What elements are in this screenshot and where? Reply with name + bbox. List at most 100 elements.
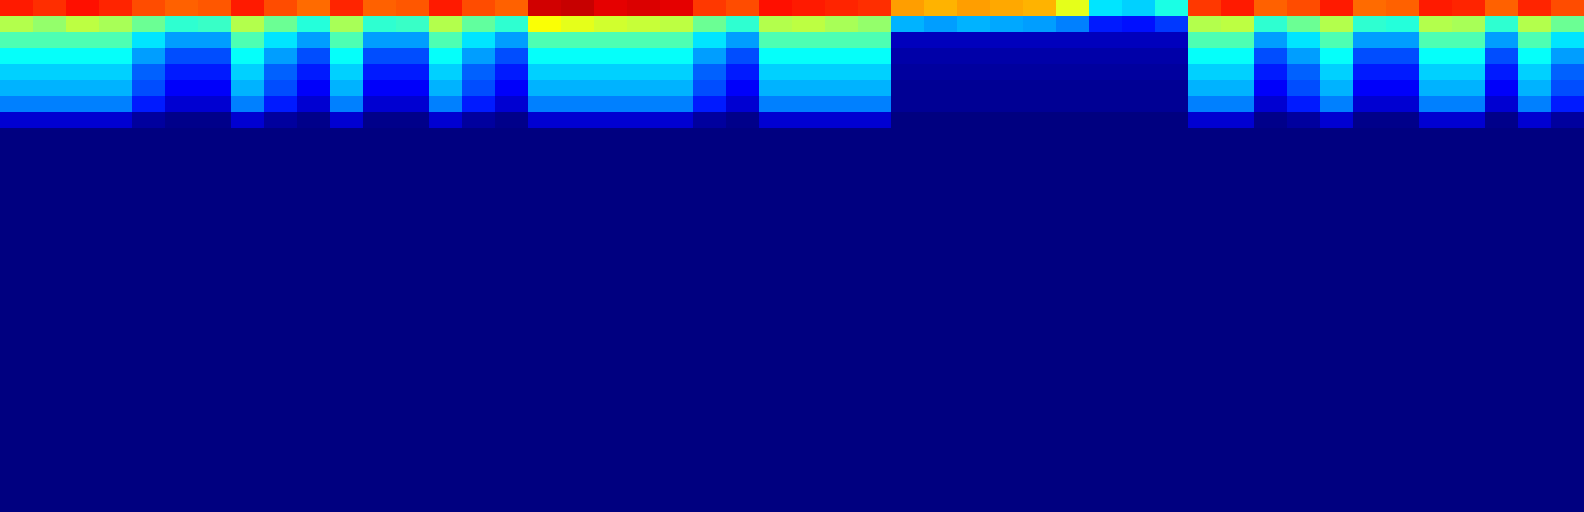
cell [198, 32, 232, 49]
cell [429, 208, 463, 225]
cell [1122, 400, 1156, 417]
cell [693, 128, 727, 145]
cell [1122, 0, 1156, 17]
cell [330, 288, 364, 305]
cell [1254, 160, 1288, 177]
cell [330, 112, 364, 129]
cell [1155, 480, 1189, 497]
cell [165, 128, 199, 145]
cell [396, 80, 430, 97]
cell [429, 48, 463, 65]
cell [1056, 320, 1090, 337]
cell [990, 224, 1024, 241]
cell [627, 288, 661, 305]
cell [198, 272, 232, 289]
cell [495, 240, 529, 257]
cell [264, 400, 298, 417]
cell [1320, 256, 1354, 273]
cell [1089, 0, 1123, 17]
cell [561, 448, 595, 465]
cell [726, 112, 760, 129]
cell [1122, 464, 1156, 481]
cell [429, 368, 463, 385]
cell [0, 208, 34, 225]
cell [660, 160, 694, 177]
cell [1485, 96, 1519, 113]
cell [1320, 304, 1354, 321]
cell [1089, 144, 1123, 161]
cell [759, 256, 793, 273]
cell [1221, 64, 1255, 81]
cell [759, 336, 793, 353]
cell [1452, 416, 1486, 433]
cell [33, 272, 67, 289]
cell [1320, 320, 1354, 337]
cell [1386, 16, 1420, 33]
cell [1089, 288, 1123, 305]
cell [924, 160, 958, 177]
cell [891, 288, 925, 305]
cell [66, 112, 100, 129]
cell [1320, 32, 1354, 49]
cell [99, 352, 133, 369]
cell [693, 112, 727, 129]
cell [495, 304, 529, 321]
cell [1122, 496, 1156, 512]
cell [1518, 416, 1552, 433]
cell [33, 96, 67, 113]
cell [1386, 496, 1420, 512]
cell [1155, 256, 1189, 273]
cell [858, 480, 892, 497]
cell [462, 480, 496, 497]
cell [891, 448, 925, 465]
cell [231, 352, 265, 369]
cell [561, 432, 595, 449]
cell [561, 304, 595, 321]
cell [1551, 80, 1584, 97]
cell [462, 48, 496, 65]
cell [1155, 32, 1189, 49]
cell [231, 192, 265, 209]
cell [1518, 272, 1552, 289]
cell [1155, 448, 1189, 465]
cell [1518, 48, 1552, 65]
cell [1023, 144, 1057, 161]
cell [33, 80, 67, 97]
cell [825, 192, 859, 209]
cell [528, 32, 562, 49]
cell [561, 416, 595, 433]
cell [726, 368, 760, 385]
cell [924, 464, 958, 481]
cell [99, 96, 133, 113]
cell [561, 384, 595, 401]
cell [1485, 272, 1519, 289]
cell [528, 64, 562, 81]
cell [528, 464, 562, 481]
cell [1188, 272, 1222, 289]
cell [264, 208, 298, 225]
cell [957, 480, 991, 497]
cell [660, 208, 694, 225]
cell [66, 320, 100, 337]
cell [1122, 144, 1156, 161]
cell [1320, 496, 1354, 512]
cell [1485, 144, 1519, 161]
cell [1221, 208, 1255, 225]
cell [1155, 352, 1189, 369]
cell [1551, 240, 1584, 257]
cell [627, 480, 661, 497]
cell [1485, 192, 1519, 209]
cell [132, 304, 166, 321]
cell [726, 384, 760, 401]
cell [462, 448, 496, 465]
cell [858, 400, 892, 417]
cell [1221, 400, 1255, 417]
cell [198, 400, 232, 417]
cell [1386, 192, 1420, 209]
cell [759, 432, 793, 449]
cell [693, 304, 727, 321]
cell [825, 0, 859, 17]
cell [990, 112, 1024, 129]
cell [990, 464, 1024, 481]
cell [132, 48, 166, 65]
